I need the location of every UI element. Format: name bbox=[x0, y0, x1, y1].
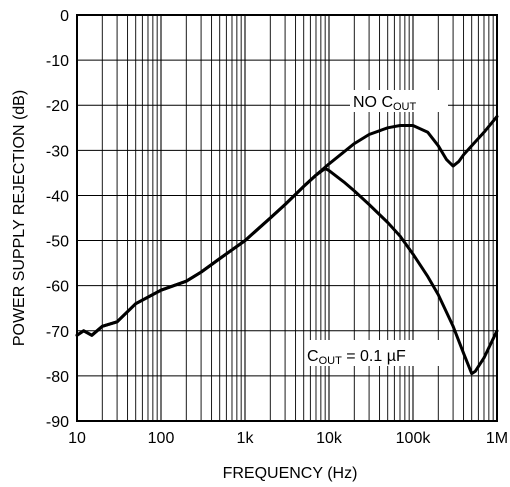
x-tick-labels: 10 100 1k 10k 100k 1M bbox=[68, 430, 508, 447]
y-tick-label: -90 bbox=[46, 414, 69, 431]
x-tick-label: 1M bbox=[486, 430, 508, 447]
y-tick-label: -40 bbox=[46, 188, 69, 205]
x-tick-label: 100 bbox=[148, 430, 175, 447]
y-tick-labels: 0 -10 -20 -30 -40 -50 -60 -70 -80 -90 bbox=[46, 8, 69, 431]
x-axis-label: FREQUENCY (Hz) bbox=[223, 465, 358, 482]
curves bbox=[75, 115, 499, 376]
x-tick-label: 1k bbox=[237, 430, 255, 447]
series-cout-line bbox=[75, 166, 499, 376]
x-tick-label: 10k bbox=[316, 430, 343, 447]
y-tick-label: -60 bbox=[46, 279, 69, 296]
y-axis-label: POWER SUPPLY REJECTION (dB) bbox=[11, 90, 28, 346]
cout-label-bg bbox=[305, 340, 451, 366]
x-tick-label: 10 bbox=[68, 430, 86, 447]
y-tick-label: -70 bbox=[46, 324, 69, 341]
plot-frame bbox=[76, 14, 498, 422]
y-tick-label: -20 bbox=[46, 98, 69, 115]
y-tick-label: 0 bbox=[60, 8, 69, 25]
y-tick-label: -10 bbox=[46, 53, 69, 70]
y-tick-label: -30 bbox=[46, 143, 69, 160]
no-cout-label-bg bbox=[350, 90, 448, 112]
cout-label: COUT = 0.1 µF bbox=[307, 348, 406, 367]
x-tick-label: 100k bbox=[396, 430, 432, 447]
y-tick-label: -80 bbox=[46, 369, 69, 386]
no-cout-label: NO COUT bbox=[353, 94, 417, 113]
y-tick-label: -50 bbox=[46, 234, 69, 251]
